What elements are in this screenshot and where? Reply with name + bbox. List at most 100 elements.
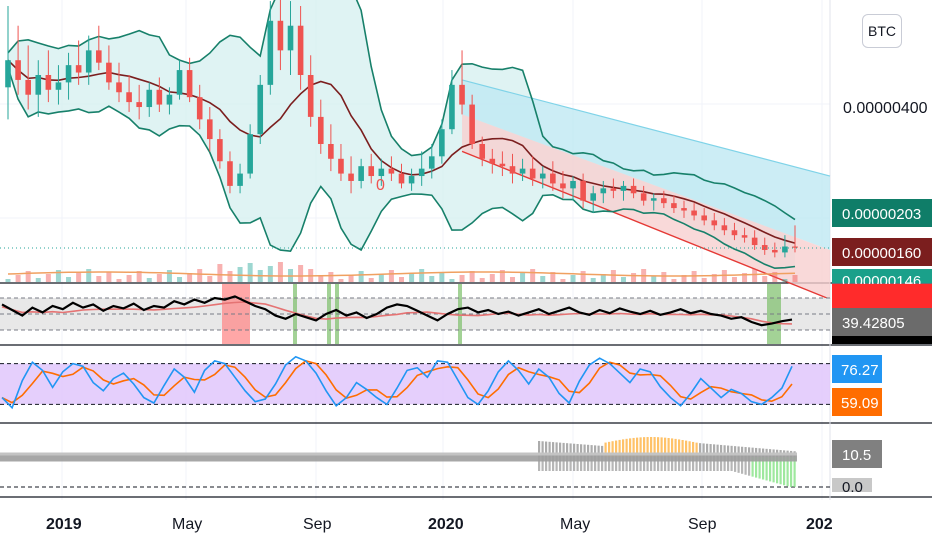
- candle: [96, 25, 102, 71]
- axes: 0 0.00000400 2019 May Sep 2020 May Sep 2…: [46, 100, 932, 533]
- rsi-badge: 39.42805: [832, 284, 932, 344]
- macd-hist-bar-up: [643, 437, 646, 457]
- macd-hist-bar-up: [699, 443, 702, 457]
- candle-body: [509, 166, 516, 174]
- candle-body: [560, 183, 566, 189]
- macd-hist-bar-down: [706, 457, 709, 471]
- macd-hist-bar-up: [608, 441, 611, 457]
- macd-hist-bar-down: [639, 457, 642, 471]
- macd-hist-bar-down: [734, 457, 737, 472]
- macd-hist-bar-up: [744, 447, 747, 457]
- macd-hist-bar-down: [625, 457, 628, 471]
- candle: [459, 50, 465, 115]
- candle: [610, 178, 617, 199]
- macd-hist-bar-up: [629, 438, 632, 457]
- macd-hist-bar-up: [639, 437, 642, 457]
- candle-body: [156, 89, 163, 105]
- macd-hist-bar-down: [632, 457, 635, 471]
- macd-hist-bar-up: [657, 437, 660, 457]
- volume-bar: [247, 263, 253, 282]
- macd-hist-bar-down: [590, 457, 593, 471]
- macd-hist-bar-up: [615, 440, 618, 457]
- volume-bar: [631, 273, 637, 282]
- macd-hist-bar-down: [776, 457, 779, 484]
- macd-hist-bar-down: [702, 457, 705, 471]
- candle-body: [782, 246, 788, 253]
- candle: [65, 52, 72, 100]
- candle: [711, 213, 718, 231]
- candle-body: [96, 50, 102, 63]
- macd-hist-bar-up: [562, 442, 565, 457]
- volume-bar: [419, 269, 425, 282]
- volume-bar: [570, 275, 576, 282]
- candle: [671, 195, 677, 213]
- macd-hist-bar-down: [667, 457, 670, 471]
- macd-hist-bar-up: [678, 439, 681, 457]
- candle: [176, 60, 183, 100]
- macd-hist-bar-down: [587, 457, 590, 471]
- volume-bar: [762, 276, 768, 282]
- volume-bar: [5, 279, 11, 282]
- volume-bar: [348, 275, 354, 282]
- candle: [479, 136, 486, 167]
- macd-hist-bar-down: [793, 457, 796, 487]
- macd-hist-bar-up: [587, 444, 590, 457]
- macd-value-label: 10.5: [842, 447, 871, 464]
- volume-bar: [177, 277, 183, 282]
- candle-body: [650, 198, 657, 201]
- candle-body: [358, 166, 364, 181]
- candle: [348, 156, 354, 194]
- candle-body: [398, 173, 405, 184]
- volume-bar: [217, 264, 223, 282]
- candle: [85, 35, 92, 85]
- candle-body: [529, 168, 536, 179]
- macd-hist-bar-down: [643, 457, 646, 471]
- candle-body: [570, 180, 576, 189]
- volume-bar: [792, 275, 798, 282]
- volume-bar: [197, 269, 203, 282]
- candle: [25, 45, 31, 110]
- candle: [751, 230, 758, 250]
- macd-hist-bar-down: [741, 457, 744, 474]
- volume-bar: [409, 273, 415, 282]
- candle: [418, 151, 425, 186]
- candle-body: [388, 168, 395, 174]
- macd-hist-bar-up: [713, 444, 716, 457]
- volume-bar: [298, 265, 304, 282]
- candle-body: [439, 129, 445, 157]
- macd-pane[interactable]: [0, 437, 830, 488]
- macd-hist-bar-up: [622, 439, 625, 457]
- currency-button[interactable]: BTC: [862, 14, 902, 48]
- macd-hist-bar-up: [688, 441, 691, 457]
- candle: [15, 25, 21, 95]
- candle: [550, 161, 556, 191]
- candle: [267, 1, 274, 95]
- stochastic-pane[interactable]: [0, 355, 830, 410]
- volume-bar: [86, 269, 92, 282]
- rsi-pane[interactable]: [0, 284, 830, 344]
- candle-body: [418, 168, 425, 177]
- macd-hist-bar-down: [786, 457, 789, 487]
- main-price-pane[interactable]: [0, 0, 831, 300]
- macd-hist-bar-down: [769, 457, 772, 482]
- macd-hist-bar-down: [744, 457, 747, 475]
- rsi-oversold-zone: [458, 284, 462, 344]
- macd-hist-bar-down: [541, 457, 544, 471]
- macd-hist-bar-down: [583, 457, 586, 471]
- candle: [126, 75, 132, 112]
- candle: [529, 156, 536, 186]
- volume-bar: [530, 269, 536, 282]
- macd-hist-bar-down: [716, 457, 719, 471]
- macd-hist-bar-down: [636, 457, 639, 471]
- x-axis: 2019 May Sep 2020 May Sep 202: [46, 516, 833, 533]
- macd-hist-bar-down: [562, 457, 565, 471]
- candle-body: [116, 82, 122, 93]
- candle-body: [661, 198, 667, 204]
- volume-bar: [96, 276, 102, 282]
- macd-hist-bar-up: [559, 442, 562, 457]
- candle-body: [449, 84, 455, 130]
- macd-hist-bar-up: [671, 438, 674, 457]
- candle-body: [671, 203, 677, 209]
- candle-body: [136, 102, 142, 108]
- candle: [590, 185, 597, 213]
